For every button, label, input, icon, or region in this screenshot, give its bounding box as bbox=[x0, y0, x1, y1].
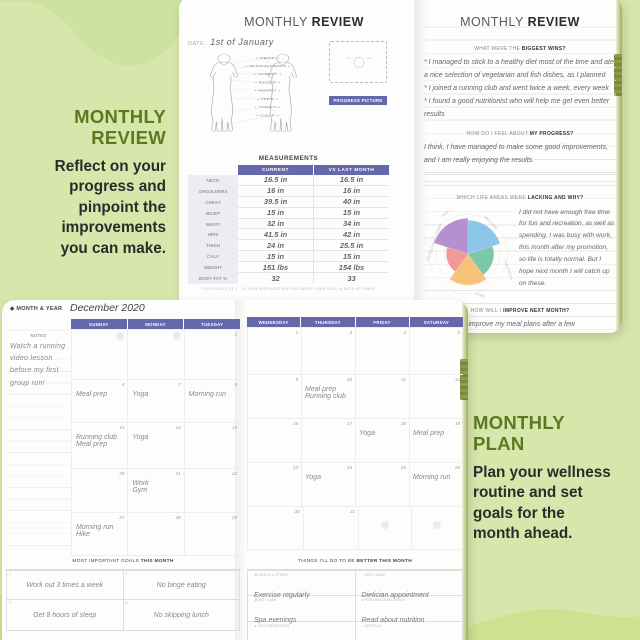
svg-text:• CHEST •: • CHEST • bbox=[254, 73, 282, 77]
svg-text:• THIGH •: • THIGH • bbox=[255, 106, 281, 110]
svg-text:• WAIST •: • WAIST • bbox=[255, 89, 281, 93]
svg-text:HEALTH & FITNESS: HEALTH & FITNESS bbox=[441, 210, 465, 218]
svg-text:• HIPS •: • HIPS • bbox=[257, 97, 279, 101]
svg-text:• NECK •: • NECK • bbox=[256, 56, 280, 60]
svg-text:FUN & RECREATION: FUN & RECREATION bbox=[503, 260, 512, 291]
svg-text:• BICEP •: • BICEP • bbox=[255, 81, 281, 85]
svg-text:WORK: WORK bbox=[475, 291, 486, 297]
svg-text:• CALF •: • CALF • bbox=[256, 114, 279, 118]
svg-text:• SHOULDERS •: • SHOULDERS • bbox=[245, 64, 290, 68]
